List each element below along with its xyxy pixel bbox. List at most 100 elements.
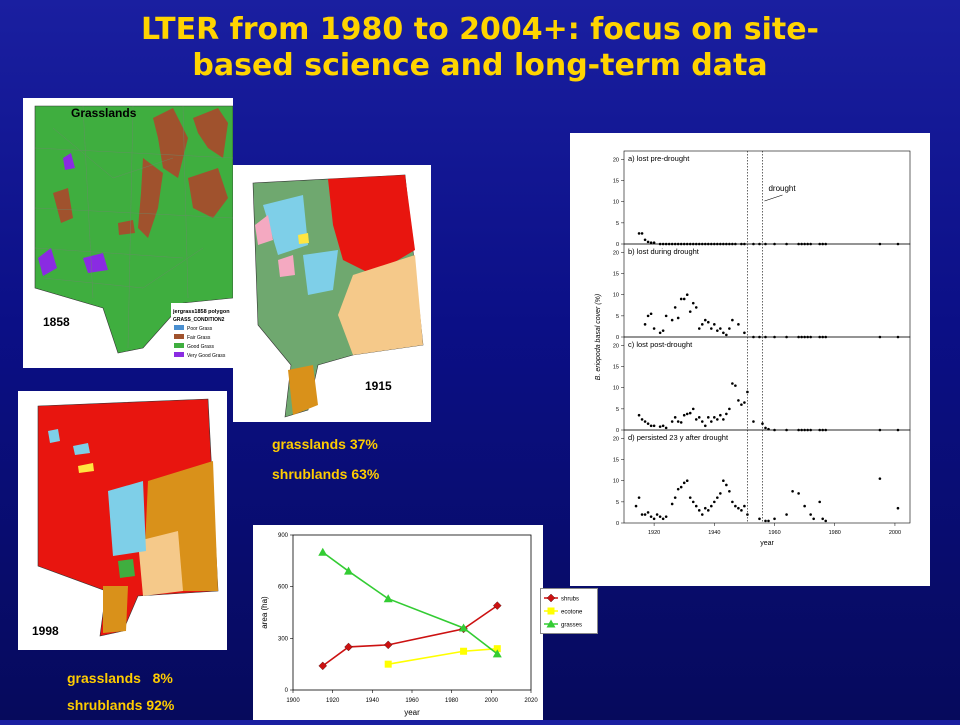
- data-point: [670, 502, 674, 506]
- y-tick-label: 15: [613, 365, 619, 371]
- data-point: [706, 416, 710, 419]
- map-1915-shrub-red: [328, 175, 415, 275]
- x-axis-label: year: [404, 708, 420, 717]
- data-point: [643, 323, 647, 326]
- data-point: [691, 407, 695, 411]
- data-point: [716, 496, 719, 499]
- area-chart: 1900 1920 1940 1960 1980 2000 2020 0 300 600 900 ye…: [260, 533, 538, 717]
- y-axis-label: area (ha): [260, 596, 269, 629]
- x-axis-label: year: [760, 540, 774, 547]
- data-point: [703, 318, 707, 322]
- map-1915-blue-1: [263, 195, 308, 255]
- map-1998: [37, 398, 219, 637]
- data-point: [679, 485, 683, 489]
- data-point-ecotone: [384, 660, 392, 668]
- legend-label-poor: Poor Grass: [187, 326, 213, 332]
- data-point: [818, 500, 821, 504]
- legend-marker-grasses: [546, 619, 556, 628]
- map-1998-green: [118, 559, 135, 578]
- data-point: [661, 329, 665, 332]
- y-tick-label: 5: [616, 314, 619, 320]
- map-1915-shrub-orange: [288, 365, 318, 415]
- map-1858-roads: [34, 105, 234, 349]
- y-tick-label: 5: [616, 500, 619, 506]
- data-point: [722, 479, 725, 483]
- data-point: [731, 500, 734, 504]
- data-point: [664, 314, 668, 318]
- data-point: [710, 420, 713, 423]
- data-point: [703, 424, 707, 428]
- x-tick-label: 1900: [286, 698, 300, 704]
- panel-label: a) lost pre-drought: [628, 154, 690, 163]
- data-point: [661, 517, 665, 521]
- data-point: [643, 420, 647, 423]
- data-point-shrubs: [318, 661, 327, 671]
- x-tick-label: 1940: [708, 530, 720, 536]
- drought-arrow: [764, 194, 783, 202]
- data-point: [737, 323, 740, 326]
- data-point: [734, 384, 737, 387]
- x-tick-label: 1980: [829, 530, 841, 536]
- data-point: [670, 318, 674, 322]
- y-tick-label: 15: [613, 179, 619, 185]
- data-point-grasses: [459, 623, 469, 632]
- map-1915-pink-1: [255, 215, 273, 245]
- y-tick-label: 0: [616, 242, 619, 248]
- data-point: [703, 506, 707, 510]
- cover-chart-panel: 0 5 10 15 20 a) lost pre-drought 0 5 10 15 20 b) lo…: [570, 133, 930, 586]
- data-point: [688, 310, 692, 313]
- data-point: [694, 504, 698, 508]
- title-line-1: LTER from 1980 to 2004+: focus on site-: [140, 12, 820, 47]
- data-point: [767, 519, 770, 523]
- data-point-ecotone: [493, 645, 501, 653]
- legend-label-ecotone: ecotone: [561, 610, 583, 616]
- map-1998-grasslands-pct: grasslands 8%: [67, 670, 173, 686]
- data-point: [634, 504, 638, 508]
- data-point: [649, 515, 653, 518]
- drought-annotation: drought: [768, 184, 796, 193]
- data-point: [710, 504, 713, 508]
- data-point: [722, 418, 725, 421]
- title-line-2: based science and long-term data: [192, 48, 768, 83]
- map-1915-blue-2: [303, 250, 338, 295]
- x-tick-label: 2000: [889, 530, 901, 536]
- x-tick-label: 2000: [485, 698, 499, 704]
- map-1858-fair-grass-3: [188, 168, 228, 218]
- area-legend: shrubs ecotone grasses: [544, 593, 583, 629]
- data-point: [637, 496, 641, 499]
- data-point: [722, 331, 725, 335]
- data-point: [697, 327, 701, 330]
- map-1915-yellow: [298, 233, 309, 244]
- data-point: [652, 517, 656, 521]
- data-point: [673, 416, 677, 419]
- data-point: [725, 483, 728, 487]
- data-point: [649, 241, 653, 245]
- y-tick-label: 10: [613, 386, 619, 392]
- data-point: [697, 509, 701, 512]
- y-tick-label: 0: [616, 335, 619, 341]
- data-point: [646, 314, 650, 318]
- data-point: [652, 241, 656, 245]
- data-point: [640, 232, 644, 235]
- data-point: [728, 327, 731, 330]
- legend-marker-shrubs: [546, 593, 556, 603]
- map-1858-legend-title-1: jergrass1858 polygon: [172, 309, 230, 315]
- data-point: [706, 509, 710, 512]
- data-point: [743, 504, 746, 508]
- map-1915-shrublands-pct: shrublands 63%: [272, 466, 380, 482]
- map-1915-year: 1915: [365, 379, 392, 393]
- data-point: [694, 306, 698, 309]
- legend-label-shrubs: shrubs: [561, 597, 579, 603]
- data-point: [682, 413, 686, 417]
- data-point: [821, 517, 824, 521]
- map-1998-blue-1: [108, 481, 146, 556]
- data-point: [652, 327, 656, 330]
- data-point: [761, 422, 764, 425]
- map-1858-fair-grass-1: [153, 108, 188, 178]
- data-point: [637, 413, 641, 417]
- data-point: [752, 420, 755, 423]
- map-1858-heading: Grasslands: [71, 106, 137, 120]
- data-point-grasses: [383, 594, 393, 603]
- data-point: [637, 232, 641, 235]
- y-tick-label: 10: [613, 200, 619, 206]
